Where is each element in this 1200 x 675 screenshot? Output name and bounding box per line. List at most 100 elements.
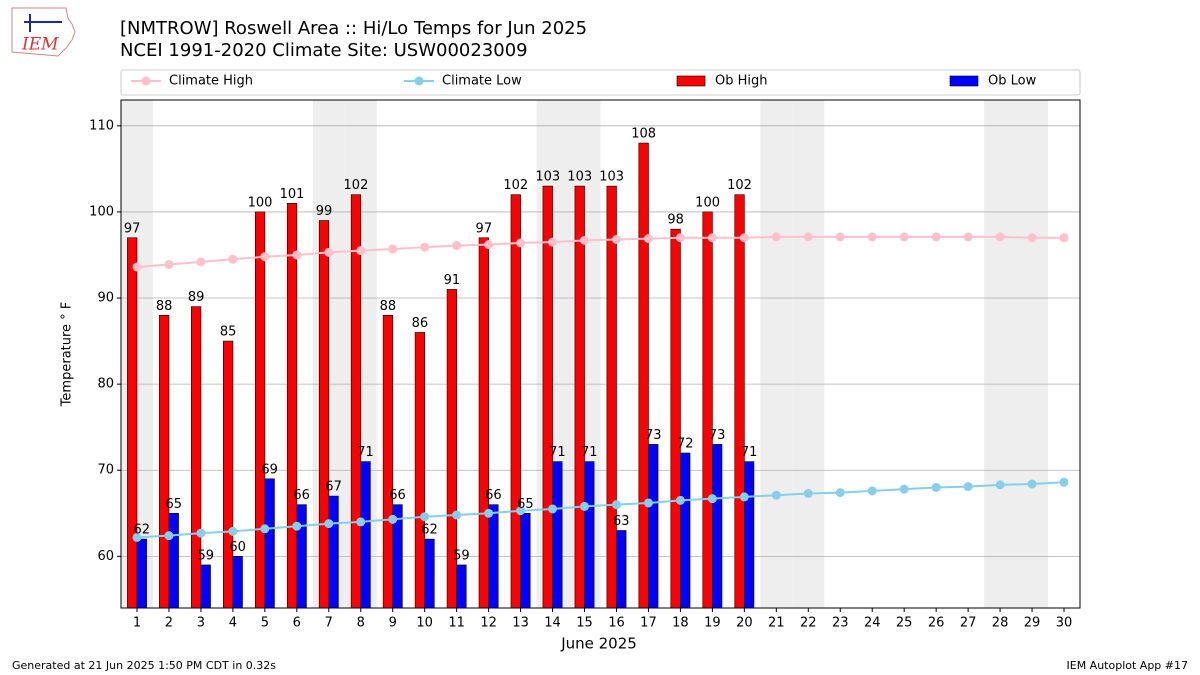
- line-marker: [420, 242, 430, 252]
- y-tick-label: 110: [89, 118, 114, 133]
- y-tick-label: 100: [89, 204, 114, 219]
- legend-swatch: [949, 75, 979, 87]
- line-marker: [867, 232, 877, 242]
- x-tick-label: 23: [832, 616, 849, 631]
- data-label: 59: [453, 548, 470, 563]
- line-marker: [228, 526, 238, 536]
- line-marker: [324, 247, 334, 257]
- chart-title: [NMTROW] Roswell Area :: Hi/Lo Temps for…: [120, 18, 587, 39]
- line-marker: [643, 498, 653, 508]
- line-marker: [899, 232, 909, 242]
- line-marker: [164, 259, 174, 269]
- legend-box: [120, 69, 1081, 96]
- line-marker: [771, 490, 781, 500]
- x-tick-label: 16: [608, 616, 625, 631]
- data-label: 73: [709, 428, 726, 443]
- bar: [168, 512, 179, 609]
- x-tick-label: 12: [480, 616, 497, 631]
- data-label: 102: [503, 178, 528, 193]
- line-marker: [420, 512, 430, 522]
- data-label: 99: [316, 204, 333, 219]
- data-label: 63: [613, 514, 630, 529]
- data-label: 73: [645, 428, 662, 443]
- line-marker: [739, 233, 749, 243]
- x-tick-label: 17: [640, 616, 657, 631]
- bar: [478, 237, 489, 609]
- data-label: 103: [567, 170, 592, 185]
- logo: IEM: [11, 7, 76, 57]
- data-label: 66: [485, 488, 502, 503]
- legend-label: Ob Low: [988, 74, 1037, 89]
- data-label: 102: [727, 178, 752, 193]
- line-marker: [484, 508, 494, 518]
- y-tick-label: 70: [97, 463, 114, 478]
- bar: [606, 185, 617, 609]
- bar: [552, 461, 563, 609]
- legend-label: Climate Low: [442, 74, 522, 89]
- bar: [488, 504, 499, 609]
- bar: [456, 564, 467, 609]
- data-label: 72: [677, 437, 694, 452]
- weekend-shade: [1016, 100, 1049, 608]
- y-axis-label: Temperature ° F: [60, 302, 75, 408]
- bar: [232, 556, 243, 609]
- y-tick-label: 90: [97, 291, 114, 306]
- bar: [136, 538, 147, 609]
- line-marker: [452, 510, 462, 520]
- bar: [616, 530, 627, 609]
- data-label: 66: [389, 488, 406, 503]
- line-marker: [516, 506, 526, 516]
- chart-subtitle: NCEI 1991-2020 Climate Site: USW00023009: [120, 40, 528, 61]
- x-tick-label: 6: [293, 616, 301, 631]
- line-marker: [580, 235, 590, 245]
- bar: [584, 461, 595, 609]
- line-marker: [675, 233, 685, 243]
- line-marker: [548, 237, 558, 247]
- x-tick-label: 25: [896, 616, 913, 631]
- data-label: 71: [741, 445, 758, 460]
- bar: [520, 512, 531, 609]
- data-label: 86: [412, 316, 429, 331]
- data-label: 103: [535, 170, 560, 185]
- x-tick-label: 9: [389, 616, 397, 631]
- line-marker: [356, 246, 366, 256]
- x-tick-label: 14: [544, 616, 561, 631]
- data-label: 71: [549, 445, 566, 460]
- legend-swatch: [676, 75, 706, 87]
- data-label: 60: [229, 540, 246, 555]
- line-marker: [324, 519, 334, 529]
- line-marker: [835, 488, 845, 498]
- data-label: 89: [188, 290, 205, 305]
- bar: [702, 211, 713, 609]
- x-tick-label: 20: [736, 616, 753, 631]
- legend-label: Climate High: [169, 74, 253, 89]
- bar: [424, 538, 435, 609]
- data-label: 85: [220, 325, 237, 340]
- line-marker: [516, 238, 526, 248]
- line-marker: [548, 504, 558, 514]
- line-marker: [899, 484, 909, 494]
- line-marker: [1027, 479, 1037, 489]
- bar: [222, 340, 234, 609]
- line-marker: [739, 492, 749, 502]
- line-marker: [963, 482, 973, 492]
- weekend-shade: [984, 100, 1017, 608]
- line-marker: [995, 480, 1005, 490]
- line-marker: [995, 232, 1005, 242]
- x-tick-label: 3: [197, 616, 205, 631]
- line-marker: [963, 232, 973, 242]
- data-label: 88: [380, 299, 397, 314]
- line-marker: [580, 501, 590, 511]
- data-label: 67: [325, 480, 342, 495]
- data-label: 71: [581, 445, 598, 460]
- weekend-shade: [760, 100, 793, 608]
- data-label: 62: [134, 523, 151, 538]
- x-tick-label: 5: [261, 616, 269, 631]
- bar: [542, 185, 553, 609]
- x-tick-label: 7: [325, 616, 333, 631]
- data-label: 97: [476, 221, 493, 236]
- x-tick-label: 8: [357, 616, 365, 631]
- bar: [264, 478, 275, 609]
- bar: [200, 564, 211, 609]
